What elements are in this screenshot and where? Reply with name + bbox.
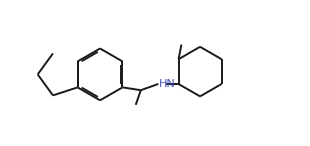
Text: HN: HN xyxy=(159,79,175,89)
